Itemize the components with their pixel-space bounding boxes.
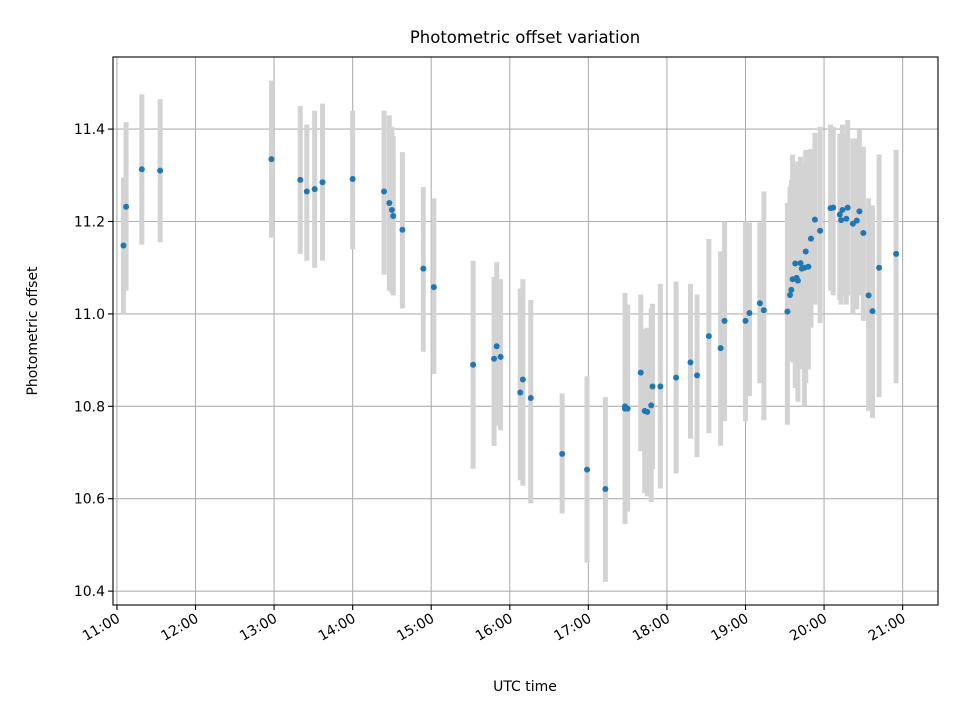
data-point: [687, 359, 694, 366]
plot-frame: [112, 56, 939, 606]
data-point: [856, 208, 863, 215]
data-point: [817, 227, 824, 234]
data-point: [527, 394, 534, 401]
data-point: [497, 353, 504, 360]
data-point: [602, 486, 609, 493]
data-point: [839, 206, 846, 213]
data-point: [493, 343, 500, 350]
data-point: [838, 217, 845, 224]
data-point: [491, 355, 498, 362]
data-point: [470, 361, 477, 368]
data-point: [787, 291, 794, 298]
data-point: [157, 167, 164, 174]
x-tick-label: 13:00: [237, 611, 280, 645]
data-point: [319, 179, 326, 186]
x-tick-label: 19:00: [709, 611, 752, 645]
data-point: [843, 215, 850, 222]
data-point: [792, 260, 799, 267]
data-point: [648, 402, 655, 409]
data-point: [649, 383, 656, 390]
data-point: [865, 292, 872, 299]
data-point: [399, 226, 406, 233]
data-point: [844, 204, 851, 211]
chart-title: Photometric offset variation: [410, 28, 640, 47]
data-point: [120, 242, 127, 249]
data-point: [644, 408, 651, 415]
data-point: [784, 308, 791, 315]
y-tick-label: 11.0: [74, 307, 105, 323]
y-tick-label: 10.8: [74, 399, 105, 415]
data-point: [853, 217, 860, 224]
data-point: [788, 286, 795, 293]
x-tick-label: 15:00: [394, 611, 437, 645]
data-point: [519, 376, 526, 383]
data-point: [794, 277, 801, 284]
data-point: [830, 204, 837, 211]
data-point: [746, 309, 753, 316]
data-point: [349, 175, 356, 182]
data-point: [802, 248, 809, 255]
data-point: [303, 188, 310, 195]
data-point: [388, 206, 395, 213]
data-point: [624, 405, 631, 412]
y-tick-label: 11.2: [74, 214, 105, 230]
grid: [113, 57, 938, 605]
data-point: [297, 176, 304, 183]
x-tick-label: 21:00: [866, 611, 909, 645]
y-axis-label: Photometric offset: [25, 266, 41, 396]
data-point: [811, 216, 818, 223]
data-point: [138, 166, 145, 173]
data-point: [705, 333, 712, 340]
data-point: [721, 317, 728, 324]
x-tick-label: 12:00: [159, 611, 202, 645]
data-point: [311, 186, 318, 193]
data-point: [760, 307, 767, 314]
data-point: [807, 235, 814, 242]
data-point: [756, 300, 763, 307]
data-point: [876, 264, 883, 271]
data-point: [742, 317, 749, 324]
data-point: [123, 203, 130, 210]
x-axis-label: UTC time: [493, 679, 557, 695]
data-point: [430, 284, 437, 291]
data-point: [559, 450, 566, 457]
x-tick-label: 20:00: [787, 611, 830, 645]
y-tick-label: 11.4: [74, 122, 105, 138]
data-point: [386, 200, 393, 207]
data-point: [268, 156, 275, 163]
y-tick-label: 10.4: [74, 584, 105, 600]
x-tick-label: 14:00: [316, 611, 359, 645]
x-tick-label: 17:00: [551, 611, 594, 645]
data-point: [381, 188, 388, 195]
data-points: [120, 156, 900, 493]
data-point: [420, 265, 427, 272]
data-point: [390, 212, 397, 219]
data-point: [893, 250, 900, 257]
data-point: [797, 260, 804, 267]
data-point: [869, 308, 876, 315]
x-tick-label: 16:00: [473, 611, 516, 645]
data-point: [673, 374, 680, 381]
data-point: [717, 345, 724, 352]
data-point: [860, 230, 867, 237]
data-point: [657, 383, 664, 390]
x-tick-label: 18:00: [630, 611, 673, 645]
data-point: [805, 263, 812, 270]
data-point: [836, 211, 843, 218]
data-point: [517, 389, 524, 396]
data-point: [584, 466, 591, 473]
data-point: [637, 369, 644, 376]
x-tick-label: 11:00: [80, 611, 123, 645]
data-point: [694, 372, 701, 379]
y-tick-label: 10.6: [74, 492, 105, 508]
